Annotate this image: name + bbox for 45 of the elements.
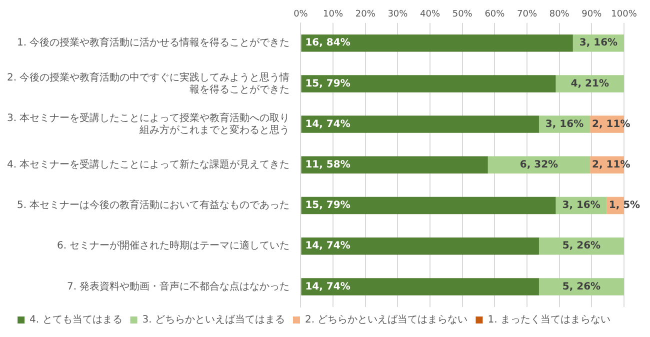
x-tick-label: 50% — [452, 10, 473, 20]
bar — [301, 34, 573, 52]
x-tick-label: 80% — [549, 10, 570, 20]
x-tick-label: 60% — [484, 10, 506, 20]
x-tick-label: 70% — [517, 10, 538, 20]
data-label: 15, 79% — [305, 200, 350, 212]
y-tick-label: 6. セミナーが開催された時期はテーマに適していた — [56, 240, 290, 252]
bar — [301, 116, 539, 133]
x-tick-label: 20% — [355, 10, 376, 20]
data-label: 11, 58% — [305, 159, 350, 170]
data-label: 5, 26% — [562, 281, 601, 292]
x-tick-label: 100% — [611, 10, 638, 20]
data-label: 5, 26% — [562, 240, 601, 252]
legend-label: 3. どちらかといえば当てはまる — [142, 314, 286, 326]
x-tick-label: 30% — [388, 10, 408, 20]
x-tick-label: 10% — [323, 10, 344, 20]
y-tick-label: 7. 発表資料や動画・音声に不都合な点はなかった — [66, 280, 290, 292]
bar — [301, 75, 556, 92]
bar — [301, 237, 539, 255]
bar — [488, 156, 590, 174]
y-tick-label: 4. 本セミナーを受講したことによって新たな課題が見えてきた — [6, 158, 290, 170]
legend-label: 4. とても当てはまる — [30, 314, 122, 326]
x-tick-label: 90% — [582, 10, 602, 20]
y-tick-label: 3. 本セミナーを受講したことによって授業や教育活動への取り組み方がこれまでと変わると思う — [6, 112, 290, 136]
data-label: 16, 84% — [305, 38, 350, 49]
legend-label: 1. まったく当てはまらない — [488, 314, 610, 326]
data-label: 14, 74% — [305, 240, 350, 252]
data-label: 4, 21% — [570, 78, 609, 90]
data-label: 3, 16% — [579, 38, 618, 49]
legend-label: 2. どちらかといえば当てはまらない — [305, 314, 468, 326]
y-tick-label: 5. 本セミナーは今後の教育活動において有益なものであった — [16, 199, 290, 212]
bar — [301, 278, 539, 296]
data-label: 6, 32% — [520, 159, 558, 170]
x-tick-label: 40% — [420, 10, 440, 20]
data-label: 3, 16% — [545, 118, 584, 130]
data-label: 15, 79% — [305, 78, 350, 90]
data-label: 14, 74% — [305, 118, 350, 130]
x-tick-label: 0% — [294, 10, 308, 20]
data-label: 3, 16% — [562, 200, 600, 212]
data-label: 14, 74% — [305, 281, 350, 292]
bar — [301, 196, 556, 214]
y-tick-label: 1. 今後の授業や教育活動に活かせる情報を得ることができた — [16, 36, 290, 49]
bar — [301, 156, 488, 174]
bar — [538, 278, 624, 296]
y-tick-label: 2. 今後の授業や教育活動の中ですぐに実践してみようと思う情報を得ることができた — [6, 71, 290, 96]
